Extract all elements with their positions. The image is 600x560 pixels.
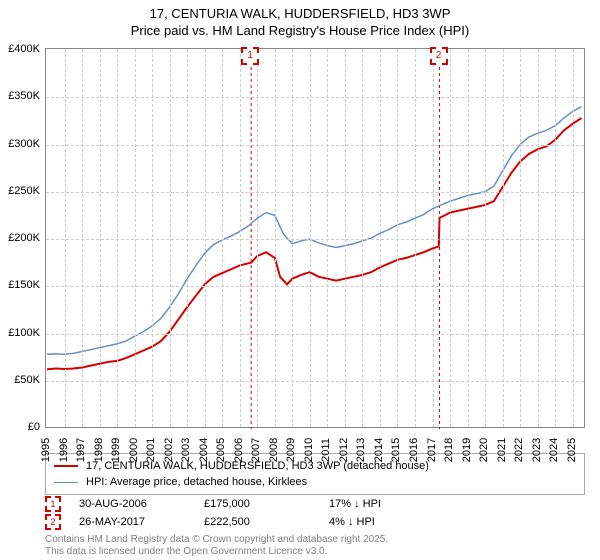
x-axis-label: 2015	[390, 438, 402, 462]
transaction-marker: 1	[45, 496, 61, 512]
sale-marker: 1	[241, 47, 259, 65]
gridline-v	[415, 49, 416, 427]
y-axis-label: £100K	[0, 327, 40, 339]
gridline-v	[520, 49, 521, 427]
x-axis-label: 2008	[268, 438, 280, 462]
transaction-row: 2 26-MAY-2017£222,5004% ↓ HPI	[45, 513, 454, 531]
x-axis-label: 2017	[426, 438, 438, 462]
gridline-v	[292, 49, 293, 427]
gridline-v	[187, 49, 188, 427]
footer-attribution: Contains HM Land Registry data © Crown c…	[45, 534, 388, 558]
y-axis-label: £200K	[0, 232, 40, 244]
gridline-v	[205, 49, 206, 427]
x-axis-label: 2018	[443, 438, 455, 462]
legend-label: HPI: Average price, detached house, Kirk…	[86, 476, 307, 488]
gridline-v	[152, 49, 153, 427]
x-axis-label: 2019	[461, 438, 473, 462]
gridline-v	[117, 49, 118, 427]
x-axis-label: 1998	[93, 438, 105, 462]
gridline-v	[65, 49, 66, 427]
gridline-v	[82, 49, 83, 427]
gridline-v	[170, 49, 171, 427]
x-axis-label: 2020	[478, 438, 490, 462]
x-axis-label: 2013	[355, 438, 367, 462]
gridline-v	[433, 49, 434, 427]
legend-swatch	[54, 465, 78, 467]
x-axis-label: 2000	[128, 438, 140, 462]
footer-line1: Contains HM Land Registry data © Crown c…	[45, 534, 388, 546]
y-axis-label: £350K	[0, 90, 40, 102]
gridline-v	[485, 49, 486, 427]
x-axis-label: 2024	[548, 438, 560, 462]
gridline-v	[555, 49, 556, 427]
transaction-diff: 17% ↓ HPI	[329, 498, 454, 510]
title-line1: 17, CENTURIA WALK, HUDDERSFIELD, HD3 3WP	[0, 6, 600, 23]
x-axis-label: 2014	[373, 438, 385, 462]
x-axis-label: 2016	[408, 438, 420, 462]
transaction-marker: 2	[45, 514, 61, 530]
transaction-price: £222,500	[204, 516, 329, 528]
legend-swatch	[54, 482, 78, 483]
chart-title: 17, CENTURIA WALK, HUDDERSFIELD, HD3 3WP…	[0, 0, 600, 40]
x-axis-label: 2002	[163, 438, 175, 462]
x-axis-label: 2001	[145, 438, 157, 462]
y-axis-label: £300K	[0, 138, 40, 150]
x-axis-label: 2023	[531, 438, 543, 462]
x-axis-label: 1997	[75, 438, 87, 462]
gridline-v	[100, 49, 101, 427]
x-axis-label: 2022	[513, 438, 525, 462]
gridline-v	[222, 49, 223, 427]
x-axis-label: 2011	[320, 438, 332, 462]
transaction-date: 26-MAY-2017	[79, 516, 204, 528]
y-axis-label: £0	[0, 421, 40, 433]
x-axis-label: 1999	[110, 438, 122, 462]
gridline-v	[275, 49, 276, 427]
gridline-v	[240, 49, 241, 427]
x-axis-label: 2005	[215, 438, 227, 462]
gridline-v	[468, 49, 469, 427]
x-axis-label: 2006	[233, 438, 245, 462]
x-axis-label: 2003	[180, 438, 192, 462]
transaction-price: £175,000	[204, 498, 329, 510]
gridline-v	[362, 49, 363, 427]
sale-marker: 2	[430, 47, 448, 65]
series-price_paid	[47, 118, 581, 369]
y-axis-label: £50K	[0, 374, 40, 386]
x-axis-label: 2009	[285, 438, 297, 462]
footer-line2: This data is licensed under the Open Gov…	[45, 546, 388, 558]
legend-item: HPI: Average price, detached house, Kirk…	[54, 474, 576, 490]
gridline-v	[327, 49, 328, 427]
gridline-v	[397, 49, 398, 427]
gridline-v	[503, 49, 504, 427]
x-axis-label: 2007	[250, 438, 262, 462]
chart-plot-area	[45, 48, 585, 428]
gridline-v	[538, 49, 539, 427]
x-axis-label: 2004	[198, 438, 210, 462]
gridline-v	[380, 49, 381, 427]
title-line2: Price paid vs. HM Land Registry's House …	[0, 23, 600, 40]
x-axis-label: 1995	[40, 438, 52, 462]
transaction-table: 1 30-AUG-2006£175,00017% ↓ HPI 2 26-MAY-201…	[45, 495, 454, 531]
gridline-v	[345, 49, 346, 427]
x-axis-label: 2010	[303, 438, 315, 462]
gridline-v	[310, 49, 311, 427]
transaction-date: 30-AUG-2006	[79, 498, 204, 510]
y-axis-label: £250K	[0, 185, 40, 197]
transaction-diff: 4% ↓ HPI	[329, 516, 454, 528]
x-axis-label: 1996	[58, 438, 70, 462]
x-axis-label: 2025	[566, 438, 578, 462]
gridline-v	[573, 49, 574, 427]
gridline-v	[450, 49, 451, 427]
gridline-v	[257, 49, 258, 427]
gridline-v	[135, 49, 136, 427]
y-axis-label: £400K	[0, 43, 40, 55]
x-axis-label: 2012	[338, 438, 350, 462]
transaction-row: 1 30-AUG-2006£175,00017% ↓ HPI	[45, 495, 454, 513]
x-axis-label: 2021	[496, 438, 508, 462]
y-axis-label: £150K	[0, 279, 40, 291]
